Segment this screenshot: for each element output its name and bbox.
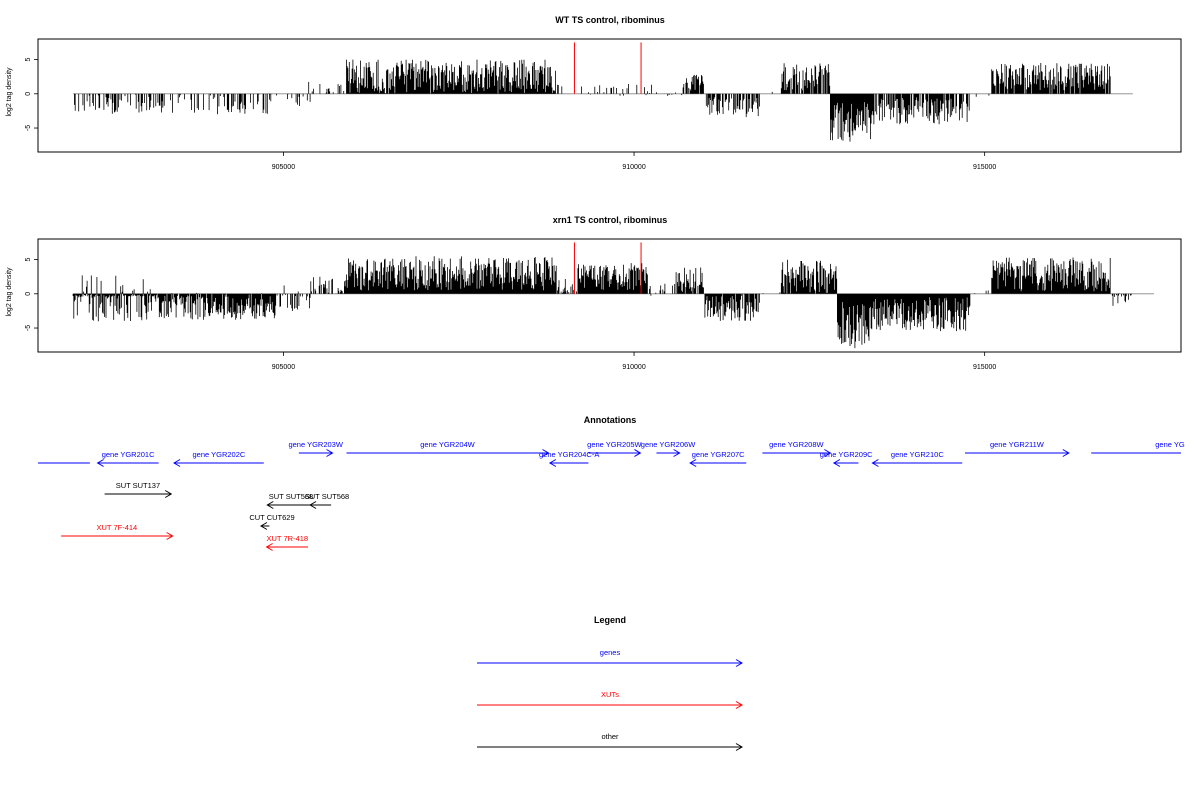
- x-tick-label: 910000: [622, 164, 645, 171]
- feature-label: CUT CUT629: [249, 513, 294, 522]
- arrow-head-icon: [735, 701, 743, 709]
- wt-track-panel: WT TS control, ribominus 905000 910000 915…: [6, 15, 1182, 171]
- annotation-feature: gene YGR208W: [762, 440, 832, 457]
- annotation-feature: SUT SUT137: [104, 481, 173, 498]
- arrow-head-icon: [871, 459, 879, 467]
- feature-label: gene YGR206W: [641, 440, 696, 449]
- wt-ylabel: log2 tag density: [6, 67, 13, 117]
- y-tick-label: 0: [25, 292, 32, 296]
- annotation-features: gene YGR201C gene YGR202C gene YGR203W gene…: [38, 440, 1185, 551]
- annotation-feature: gene YGR207C: [689, 450, 747, 467]
- wt-plot-frame: [37, 38, 1182, 153]
- arrow-head-icon: [164, 490, 173, 498]
- x-tick-label: 915000: [973, 364, 996, 371]
- y-tick-label: 0: [25, 92, 32, 96]
- arrow-head-icon: [634, 449, 642, 457]
- arrow-head-icon: [259, 522, 268, 530]
- feature-label: gene YGR204W: [420, 440, 475, 449]
- arrow-head-icon: [265, 543, 273, 551]
- legend-item-label: other: [601, 732, 619, 741]
- arrow-head-icon: [326, 449, 334, 457]
- xrn1-plot-frame: [37, 238, 1182, 353]
- xrn1-ylabel: log2 tag density: [6, 267, 13, 317]
- annotation-feature: gene YGR204C-A: [539, 450, 599, 467]
- annotation-feature: gene YGR204W: [346, 440, 550, 457]
- arrow-head-icon: [1062, 449, 1070, 457]
- feature-label: gene YGR201C: [102, 450, 155, 459]
- feature-label: gene YGR209C: [820, 450, 873, 459]
- x-tick-label: 915000: [973, 164, 996, 171]
- legend-item-label: XUTs: [601, 690, 619, 699]
- arrow-head-icon: [673, 449, 681, 457]
- y-tick-label: -5: [25, 125, 32, 131]
- annotation-feature: gene YGR205W: [587, 440, 643, 457]
- annotation-feature: XUT 7R-418: [265, 534, 309, 551]
- arrow-head-icon: [735, 743, 743, 751]
- annotation-feature: gene YG: [1091, 440, 1185, 454]
- annotation-feature: XUT 7F-414: [61, 523, 174, 540]
- annotation-feature: gene YGR202C: [173, 450, 264, 467]
- arrow-head-icon: [689, 459, 697, 467]
- feature-label: gene YGR202C: [193, 450, 246, 459]
- arrow-head-icon: [735, 659, 743, 667]
- legend-panel: Legend genes XUTs other: [477, 615, 743, 751]
- annotation-feature: gene YGR206W: [641, 440, 696, 457]
- annotations-panel: Annotations gene YGR201C gene YGR202Cgene…: [38, 415, 1185, 551]
- feature-label: XUT 7R-418: [267, 534, 309, 543]
- x-tick-label: 905000: [272, 364, 295, 371]
- annotation-feature: gene YGR201C: [96, 450, 159, 467]
- legend-items: genes XUTs other: [477, 648, 743, 751]
- arrow-head-icon: [166, 532, 174, 540]
- arrow-head-icon: [309, 501, 317, 509]
- x-tick-label: 905000: [272, 164, 295, 171]
- feature-label: SUT SUT568: [269, 492, 313, 501]
- annotation-feature: SUT SUT568: [266, 492, 313, 509]
- feature-label: gene YGR210C: [891, 450, 944, 459]
- feature-label: gene YGR203W: [288, 440, 343, 449]
- legend-item-label: genes: [600, 648, 621, 657]
- feature-label: SUT SUT137: [116, 481, 160, 490]
- annotation-feature: gene YGR210C: [871, 450, 963, 467]
- arrow-head-icon: [824, 449, 832, 457]
- arrow-head-icon: [542, 449, 550, 457]
- arrow-head-icon: [266, 501, 274, 509]
- wt-axes: 905000 910000 915000 5 0 -5: [25, 57, 996, 171]
- density-bars: [74, 59, 1111, 142]
- legend-item: other: [477, 732, 743, 751]
- feature-label: gene YGR205W: [587, 440, 642, 449]
- y-tick-label: 5: [25, 257, 32, 261]
- legend-title: Legend: [594, 615, 626, 625]
- legend-item: genes: [477, 648, 743, 667]
- annotations-title: Annotations: [584, 415, 637, 425]
- xrn1-axes: 905000 910000 915000 5 0 -5: [25, 257, 996, 371]
- wt-track-title: WT TS control, ribominus: [555, 15, 665, 25]
- xrn1-bars: [72, 242, 1154, 349]
- feature-label: gene YGR207C: [692, 450, 745, 459]
- density-bars: [72, 256, 1132, 349]
- feature-label: SUT SUT568: [305, 492, 349, 501]
- arrow-head-icon: [832, 459, 841, 467]
- arrow-head-icon: [173, 459, 181, 467]
- feature-label: gene YGR208W: [769, 440, 824, 449]
- xrn1-track-panel: xrn1 TS control, ribominus 905000 910000 9…: [6, 215, 1182, 371]
- feature-label: XUT 7F-414: [97, 523, 138, 532]
- x-tick-label: 910000: [622, 364, 645, 371]
- y-tick-label: -5: [25, 325, 32, 331]
- annotation-feature: gene YGR211W: [965, 440, 1070, 457]
- feature-label: gene YG: [1155, 440, 1185, 449]
- annotation-feature: SUT SUT568: [305, 492, 349, 509]
- arrow-head-icon: [96, 459, 104, 467]
- annotation-feature: gene YGR203W: [288, 440, 344, 457]
- arrow-head-icon: [548, 459, 557, 467]
- legend-item: XUTs: [477, 690, 743, 709]
- wt-bars: [73, 42, 1133, 142]
- y-tick-label: 5: [25, 57, 32, 61]
- xrn1-track-title: xrn1 TS control, ribominus: [553, 215, 668, 225]
- annotation-feature: gene YGR209C: [820, 450, 873, 467]
- annotation-feature: CUT CUT629: [249, 513, 295, 530]
- feature-label: gene YGR211W: [990, 440, 1045, 449]
- feature-label: gene YGR204C-A: [539, 450, 599, 459]
